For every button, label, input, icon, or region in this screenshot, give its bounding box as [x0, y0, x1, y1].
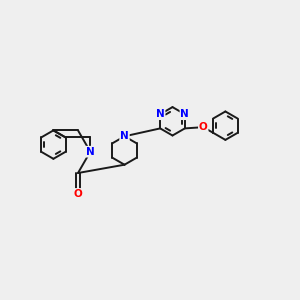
- Text: N: N: [120, 131, 129, 141]
- Text: N: N: [86, 147, 95, 157]
- Text: N: N: [180, 109, 189, 119]
- Text: O: O: [74, 189, 82, 199]
- Text: N: N: [156, 109, 165, 119]
- Text: O: O: [199, 122, 208, 132]
